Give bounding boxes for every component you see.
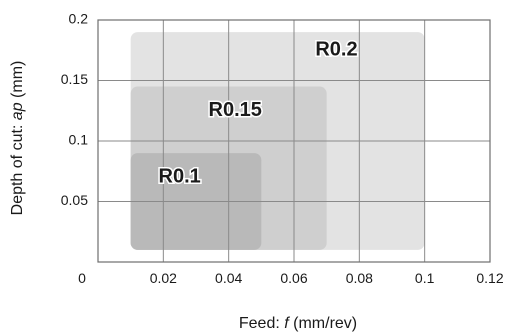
x-tick-label: 0.02 (150, 270, 177, 286)
grid-group (97, 19, 491, 263)
x-tick-label: 0.06 (280, 270, 307, 286)
y-tick-label: 0.15 (61, 71, 88, 87)
region-label-R0-1: R0.1 (159, 166, 201, 188)
x-axis-label: Feed: f (mm/rev) (239, 315, 357, 332)
x-tick-label: 0.12 (476, 270, 503, 286)
x-tick-label: 0.08 (346, 270, 373, 286)
y-tick-label: 0.1 (69, 132, 89, 148)
region-label-R0-15: R0.15 (209, 99, 262, 121)
y-tick-label: 0.05 (61, 192, 88, 208)
y-tick-labels: 0.05 0.1 0.15 0.2 (61, 11, 88, 209)
y-axis-label: Depth of cut: ap (mm) (9, 61, 26, 216)
region-label-R0-2: R0.2 (315, 39, 357, 61)
y-tick-label: 0.2 (69, 11, 89, 27)
x-tick-labels: 0 0.02 0.04 0.06 0.08 0.1 0.12 (78, 270, 504, 286)
region-labels-group: R0.2 R0.15 R0.1 (157, 37, 359, 189)
x-tick-label: 0 (78, 270, 86, 286)
x-tick-label: 0.1 (415, 270, 435, 286)
plot-frame (97, 19, 491, 263)
x-tick-label: 0.04 (215, 270, 242, 286)
